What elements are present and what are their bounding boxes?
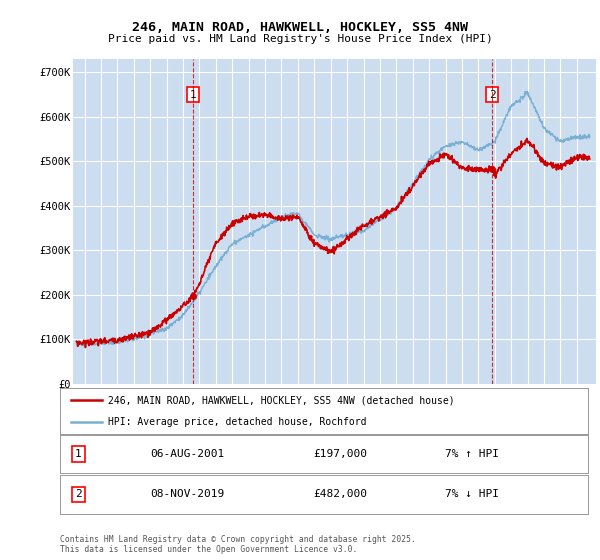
- Text: 7% ↓ HPI: 7% ↓ HPI: [445, 489, 499, 500]
- Text: 246, MAIN ROAD, HAWKWELL, HOCKLEY, SS5 4NW: 246, MAIN ROAD, HAWKWELL, HOCKLEY, SS5 4…: [132, 21, 468, 34]
- Text: 08-NOV-2019: 08-NOV-2019: [150, 489, 224, 500]
- Text: 06-AUG-2001: 06-AUG-2001: [150, 449, 224, 459]
- Text: 246, MAIN ROAD, HAWKWELL, HOCKLEY, SS5 4NW (detached house): 246, MAIN ROAD, HAWKWELL, HOCKLEY, SS5 4…: [107, 395, 454, 405]
- Text: 2: 2: [75, 489, 82, 500]
- Text: £482,000: £482,000: [313, 489, 367, 500]
- Text: £197,000: £197,000: [313, 449, 367, 459]
- Text: Price paid vs. HM Land Registry's House Price Index (HPI): Price paid vs. HM Land Registry's House …: [107, 34, 493, 44]
- Text: Contains HM Land Registry data © Crown copyright and database right 2025.
This d: Contains HM Land Registry data © Crown c…: [60, 535, 416, 554]
- Text: 2: 2: [489, 90, 496, 100]
- Text: 7% ↑ HPI: 7% ↑ HPI: [445, 449, 499, 459]
- Text: 1: 1: [75, 449, 82, 459]
- Text: HPI: Average price, detached house, Rochford: HPI: Average price, detached house, Roch…: [107, 417, 366, 427]
- Text: 1: 1: [190, 90, 196, 100]
